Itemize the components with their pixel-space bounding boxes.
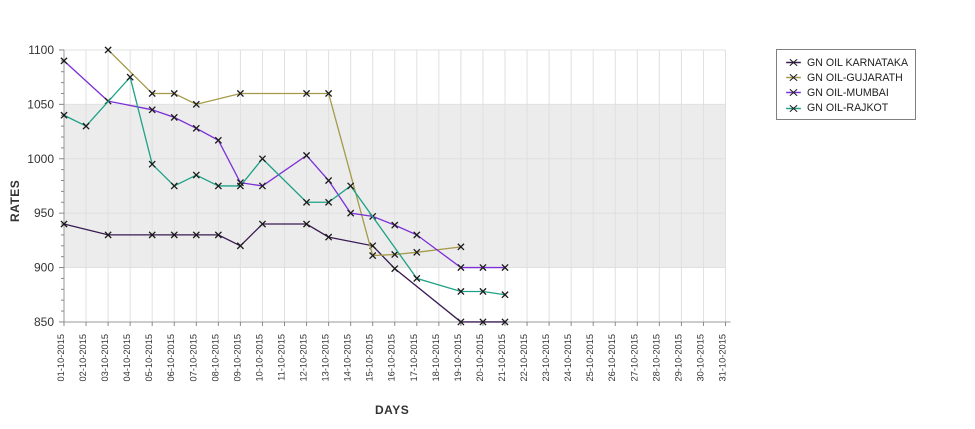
svg-text:17-10-2015: 17-10-2015 <box>409 334 419 382</box>
svg-text:31-10-2015: 31-10-2015 <box>718 334 728 382</box>
svg-text:19-10-2015: 19-10-2015 <box>453 334 463 382</box>
svg-text:21-10-2015: 21-10-2015 <box>497 334 507 382</box>
svg-text:05-10-2015: 05-10-2015 <box>144 334 154 382</box>
svg-text:950: 950 <box>34 206 54 220</box>
svg-text:12-10-2015: 12-10-2015 <box>299 334 309 382</box>
svg-text:10-10-2015: 10-10-2015 <box>254 334 264 382</box>
svg-text:26-10-2015: 26-10-2015 <box>607 334 617 382</box>
svg-text:06-10-2015: 06-10-2015 <box>166 334 176 382</box>
svg-text:09-10-2015: 09-10-2015 <box>232 334 242 382</box>
svg-text:20-10-2015: 20-10-2015 <box>475 334 485 382</box>
svg-text:29-10-2015: 29-10-2015 <box>673 334 683 382</box>
svg-text:1050: 1050 <box>27 97 54 111</box>
svg-text:03-10-2015: 03-10-2015 <box>100 334 110 382</box>
svg-text:1100: 1100 <box>28 43 54 57</box>
svg-text:25-10-2015: 25-10-2015 <box>585 334 595 382</box>
svg-text:16-10-2015: 16-10-2015 <box>387 334 397 382</box>
svg-text:900: 900 <box>34 261 54 275</box>
svg-text:1000: 1000 <box>27 152 54 166</box>
svg-text:07-10-2015: 07-10-2015 <box>188 334 198 382</box>
svg-text:24-10-2015: 24-10-2015 <box>563 334 573 382</box>
svg-text:14-10-2015: 14-10-2015 <box>343 334 353 382</box>
svg-text:23-10-2015: 23-10-2015 <box>541 334 551 382</box>
svg-text:28-10-2015: 28-10-2015 <box>651 334 661 382</box>
svg-text:13-10-2015: 13-10-2015 <box>321 334 331 382</box>
svg-text:27-10-2015: 27-10-2015 <box>629 334 639 382</box>
svg-text:18-10-2015: 18-10-2015 <box>431 334 441 382</box>
svg-text:04-10-2015: 04-10-2015 <box>122 334 132 382</box>
svg-text:15-10-2015: 15-10-2015 <box>365 334 375 382</box>
svg-text:22-10-2015: 22-10-2015 <box>519 334 529 382</box>
svg-text:01-10-2015: 01-10-2015 <box>56 334 66 382</box>
svg-text:30-10-2015: 30-10-2015 <box>695 334 705 382</box>
svg-text:02-10-2015: 02-10-2015 <box>78 334 88 382</box>
svg-text:11-10-2015: 11-10-2015 <box>277 334 287 381</box>
svg-text:850: 850 <box>34 315 54 329</box>
svg-text:08-10-2015: 08-10-2015 <box>210 334 220 382</box>
